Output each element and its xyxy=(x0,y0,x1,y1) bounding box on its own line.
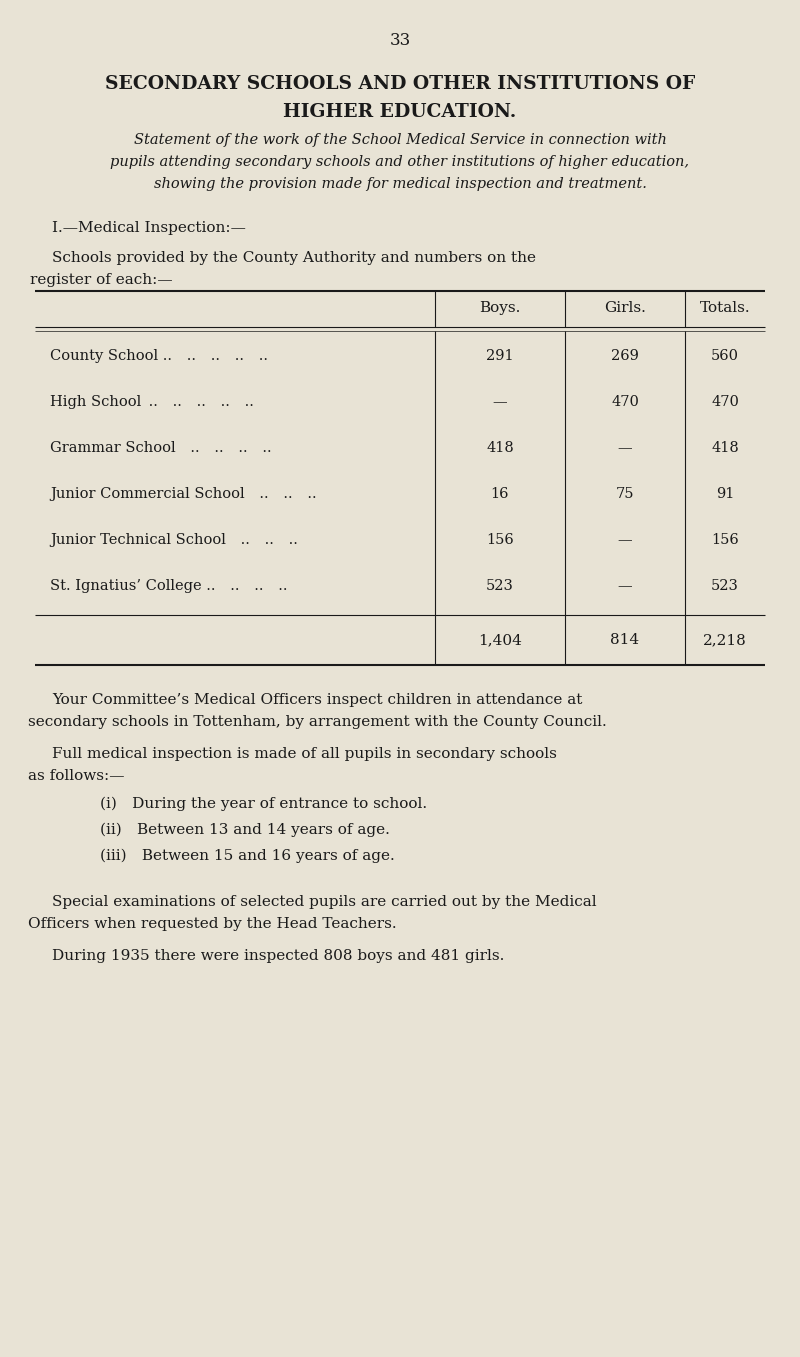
Text: pupils attending secondary schools and other institutions of higher education,: pupils attending secondary schools and o… xyxy=(110,155,690,170)
Text: secondary schools in Tottenham, by arrangement with the County Council.: secondary schools in Tottenham, by arran… xyxy=(28,715,606,729)
Text: 1,404: 1,404 xyxy=(478,632,522,647)
Text: —: — xyxy=(493,395,507,408)
Text: —: — xyxy=(618,533,632,547)
Text: 156: 156 xyxy=(711,533,739,547)
Text: I.—Medical Inspection:—: I.—Medical Inspection:— xyxy=(52,221,246,235)
Text: During 1935 there were inspected 808 boys and 481 girls.: During 1935 there were inspected 808 boy… xyxy=(52,949,504,963)
Text: Junior Technical School  ..  ..  ..: Junior Technical School .. .. .. xyxy=(50,533,298,547)
Text: (ii) Between 13 and 14 years of age.: (ii) Between 13 and 14 years of age. xyxy=(100,822,390,837)
Text: showing the provision made for medical inspection and treatment.: showing the provision made for medical i… xyxy=(154,176,646,191)
Text: Boys.: Boys. xyxy=(479,301,521,315)
Text: 814: 814 xyxy=(610,632,639,647)
Text: 16: 16 xyxy=(490,487,510,501)
Text: Schools provided by the County Authority and numbers on the: Schools provided by the County Authority… xyxy=(52,251,536,265)
Text: Totals.: Totals. xyxy=(700,301,750,315)
Text: SECONDARY SCHOOLS AND OTHER INSTITUTIONS OF: SECONDARY SCHOOLS AND OTHER INSTITUTIONS… xyxy=(105,75,695,94)
Text: as follows:—: as follows:— xyxy=(28,769,125,783)
Text: (i) During the year of entrance to school.: (i) During the year of entrance to schoo… xyxy=(100,797,427,811)
Text: Special examinations of selected pupils are carried out by the Medical: Special examinations of selected pupils … xyxy=(52,896,597,909)
Text: —: — xyxy=(618,441,632,455)
Text: Junior Commercial School  ..  ..  ..: Junior Commercial School .. .. .. xyxy=(50,487,317,501)
Text: 523: 523 xyxy=(486,579,514,593)
Text: Girls.: Girls. xyxy=(604,301,646,315)
Text: (iii) Between 15 and 16 years of age.: (iii) Between 15 and 16 years of age. xyxy=(100,849,394,863)
Text: 33: 33 xyxy=(390,33,410,49)
Text: 470: 470 xyxy=(711,395,739,408)
Text: 560: 560 xyxy=(711,349,739,364)
Text: Statement of the work of the School Medical Service in connection with: Statement of the work of the School Medi… xyxy=(134,133,666,147)
Text: High School ..  ..  ..  ..  ..: High School .. .. .. .. .. xyxy=(50,395,254,408)
Text: 75: 75 xyxy=(616,487,634,501)
Text: —: — xyxy=(618,579,632,593)
Text: Officers when requested by the Head Teachers.: Officers when requested by the Head Teac… xyxy=(28,917,397,931)
Text: register of each:—: register of each:— xyxy=(30,273,173,286)
Text: 418: 418 xyxy=(486,441,514,455)
Text: 91: 91 xyxy=(716,487,734,501)
Text: St. Ignatius’ College ..  ..  ..  ..: St. Ignatius’ College .. .. .. .. xyxy=(50,579,287,593)
Text: 156: 156 xyxy=(486,533,514,547)
Text: Your Committee’s Medical Officers inspect children in attendance at: Your Committee’s Medical Officers inspec… xyxy=(52,693,582,707)
Text: HIGHER EDUCATION.: HIGHER EDUCATION. xyxy=(283,103,517,121)
Text: Full medical inspection is made of all pupils in secondary schools: Full medical inspection is made of all p… xyxy=(52,746,557,761)
Text: 2,218: 2,218 xyxy=(703,632,747,647)
Text: 523: 523 xyxy=(711,579,739,593)
Text: County School ..  ..  ..  ..  ..: County School .. .. .. .. .. xyxy=(50,349,268,364)
Text: Grammar School  ..  ..  ..  ..: Grammar School .. .. .. .. xyxy=(50,441,272,455)
Text: 291: 291 xyxy=(486,349,514,364)
Text: 418: 418 xyxy=(711,441,739,455)
Text: 470: 470 xyxy=(611,395,639,408)
Text: 269: 269 xyxy=(611,349,639,364)
